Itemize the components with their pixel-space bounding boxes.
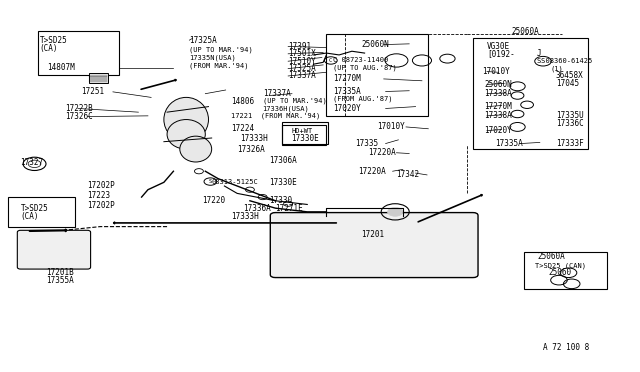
- Text: 17335U: 17335U: [556, 111, 584, 121]
- Text: A 72 100 8: A 72 100 8: [543, 343, 589, 352]
- Text: 17510Y: 17510Y: [288, 57, 316, 66]
- Text: (UP TO MAR.'94): (UP TO MAR.'94): [189, 46, 253, 52]
- Ellipse shape: [164, 97, 209, 142]
- Text: 17201B: 17201B: [46, 268, 74, 277]
- Text: J: J: [537, 49, 541, 58]
- Text: (UP TO MAR.'94): (UP TO MAR.'94): [262, 98, 326, 104]
- Text: 17251: 17251: [81, 87, 104, 96]
- Text: 17020Y: 17020Y: [484, 126, 512, 135]
- Text: 17327: 17327: [20, 157, 44, 167]
- Text: 17325A: 17325A: [288, 64, 316, 73]
- FancyBboxPatch shape: [270, 212, 478, 278]
- Text: 17223: 17223: [88, 192, 111, 201]
- Text: 17222B: 17222B: [65, 104, 93, 113]
- Bar: [8, 197, 75, 227]
- Text: 17306A: 17306A: [269, 155, 297, 165]
- Text: 17335: 17335: [355, 139, 378, 148]
- Text: (1): (1): [550, 65, 563, 72]
- Text: 17325A: 17325A: [189, 36, 217, 45]
- Text: [0192-: [0192-: [487, 49, 515, 58]
- Text: T>SD25: T>SD25: [20, 203, 48, 213]
- Text: 17202P: 17202P: [88, 201, 115, 210]
- Text: (CA): (CA): [20, 212, 39, 221]
- Text: (CA): (CA): [40, 44, 58, 53]
- Text: 08313-5125C: 08313-5125C: [212, 179, 259, 185]
- Text: 17337A: 17337A: [262, 89, 291, 98]
- Text: 17336C: 17336C: [556, 119, 584, 128]
- Text: 17220: 17220: [202, 196, 225, 205]
- Text: 17224: 17224: [231, 124, 254, 133]
- Text: 17355A: 17355A: [46, 276, 74, 285]
- Text: 17333H: 17333H: [231, 212, 259, 221]
- Bar: [473, 38, 588, 149]
- Text: 17010Y: 17010Y: [483, 67, 510, 76]
- Bar: [282, 122, 328, 144]
- Text: (FROM AUG.'87): (FROM AUG.'87): [333, 96, 392, 102]
- Text: 17330E: 17330E: [291, 134, 319, 142]
- Text: 17326A: 17326A: [237, 145, 265, 154]
- Text: T>SD25 (CAN): T>SD25 (CAN): [536, 262, 586, 269]
- Text: 17045: 17045: [556, 79, 579, 88]
- Bar: [38, 31, 119, 75]
- Text: 25060A: 25060A: [511, 27, 539, 36]
- Text: 17338A: 17338A: [484, 111, 512, 121]
- Text: HD+WT: HD+WT: [291, 128, 312, 134]
- Text: 25060N: 25060N: [362, 40, 389, 49]
- Circle shape: [388, 208, 403, 216]
- Text: 17330: 17330: [269, 196, 292, 205]
- Text: 17220A: 17220A: [358, 167, 386, 176]
- Text: 36458X: 36458X: [556, 71, 584, 80]
- Text: 17333H: 17333H: [241, 134, 268, 142]
- Text: S: S: [540, 58, 545, 64]
- Text: 17020Y: 17020Y: [333, 104, 360, 113]
- Text: 17270M: 17270M: [484, 102, 512, 111]
- Text: 17391: 17391: [288, 42, 311, 51]
- Text: T>SD25: T>SD25: [40, 36, 67, 45]
- Text: 14806: 14806: [231, 97, 254, 106]
- Text: 17337A: 17337A: [288, 71, 316, 80]
- Bar: [524, 253, 607, 289]
- Text: C: C: [328, 58, 332, 63]
- Text: 17336A: 17336A: [244, 204, 271, 214]
- Text: S 08360-61425: S 08360-61425: [537, 58, 592, 64]
- Text: 17330E: 17330E: [269, 178, 297, 187]
- Ellipse shape: [167, 119, 205, 149]
- Text: (FROM MAR.'94): (FROM MAR.'94): [189, 62, 249, 69]
- Ellipse shape: [180, 136, 212, 162]
- Text: 17010Y: 17010Y: [378, 122, 405, 131]
- Text: 17201: 17201: [362, 230, 385, 239]
- Text: 17335N(USA): 17335N(USA): [189, 54, 236, 61]
- Text: 14807M: 14807M: [47, 63, 75, 72]
- Text: 25060: 25060: [548, 268, 572, 277]
- Text: 25060N: 25060N: [484, 80, 512, 89]
- Text: 17221  (FROM MAR.'94): 17221 (FROM MAR.'94): [231, 113, 320, 119]
- Text: 17342: 17342: [396, 170, 420, 179]
- Bar: [89, 73, 108, 83]
- Text: (UP TO AUG.'87): (UP TO AUG.'87): [333, 65, 397, 71]
- FancyBboxPatch shape: [17, 230, 91, 269]
- Text: 17335A: 17335A: [495, 139, 523, 148]
- Text: 17335A: 17335A: [333, 87, 360, 96]
- Text: S: S: [208, 179, 211, 184]
- Text: VG30E: VG30E: [487, 42, 510, 51]
- Text: 17202P: 17202P: [88, 182, 115, 190]
- Text: 17326C: 17326C: [65, 112, 93, 121]
- Text: 25060A: 25060A: [538, 252, 566, 262]
- Text: 17336H(USA): 17336H(USA): [262, 105, 309, 112]
- Text: 17271E: 17271E: [275, 204, 303, 214]
- Text: 17501X: 17501X: [288, 49, 316, 58]
- Text: 17220A: 17220A: [368, 148, 396, 157]
- Bar: [282, 125, 326, 145]
- Bar: [326, 34, 428, 116]
- Text: 17270M: 17270M: [333, 74, 360, 83]
- Text: 17338A: 17338A: [484, 89, 512, 98]
- Text: 17333F: 17333F: [556, 139, 584, 148]
- Text: C 08723-11400: C 08723-11400: [333, 57, 388, 64]
